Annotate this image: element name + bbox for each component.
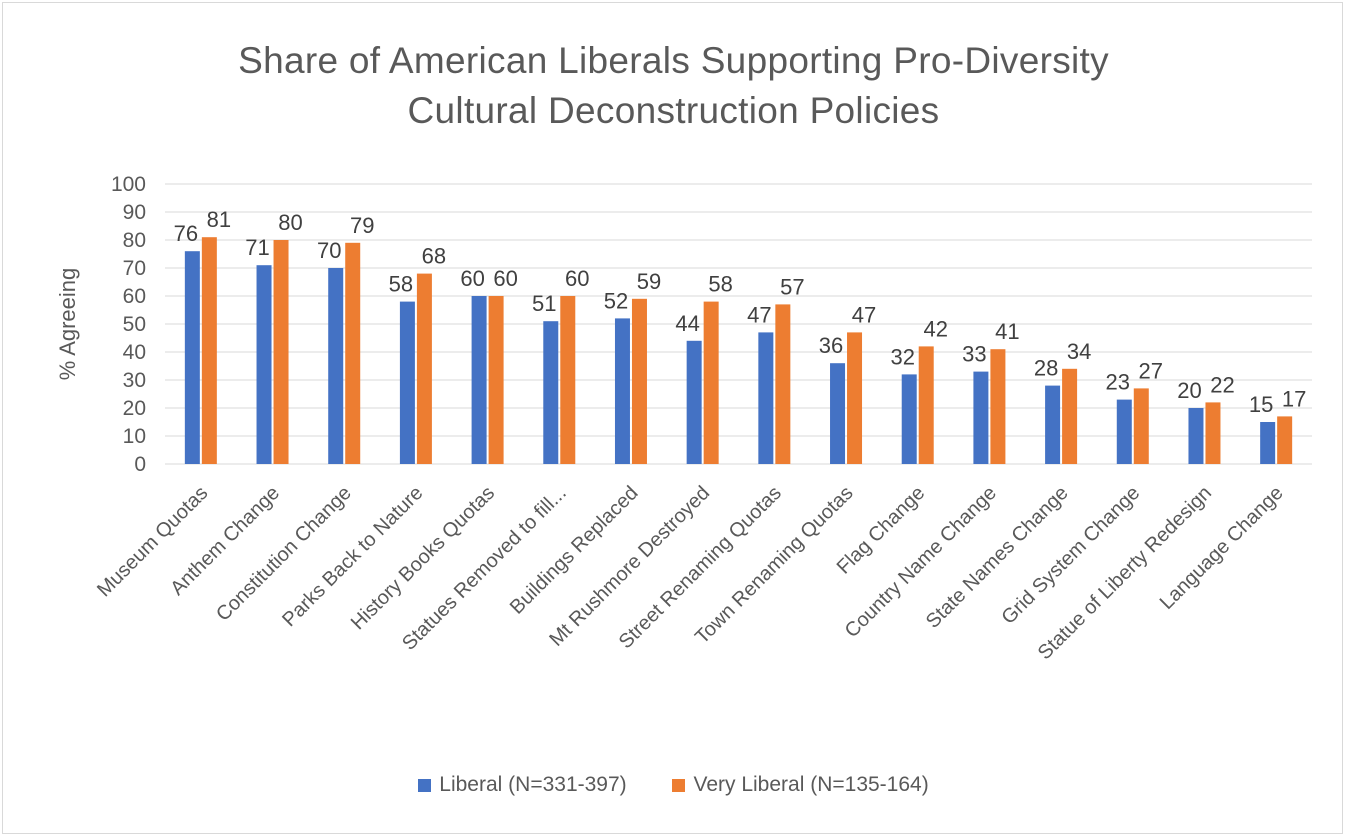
bar-liberal-13 <box>1116 399 1132 464</box>
data-label-very-liberal-4: 60 <box>493 266 517 291</box>
bar-very-liberal-1 <box>273 240 289 464</box>
y-tick-label: 0 <box>134 453 146 476</box>
bar-very-liberal-11 <box>990 349 1006 464</box>
data-label-liberal-6: 52 <box>604 288 628 313</box>
data-label-liberal-10: 32 <box>890 344 914 369</box>
bar-liberal-3 <box>399 301 415 464</box>
data-labels: 76 81 71 80 70 79 58 68 60 60 51 60 52 59 44 58 47 57 36 47… <box>174 207 1307 417</box>
chart-title-line-1: Share of American Liberals Supporting Pr… <box>238 40 1109 81</box>
y-tick-label: 90 <box>123 201 146 224</box>
category-label-3: Parks Back to Nature <box>278 482 427 631</box>
data-label-very-liberal-6: 59 <box>637 269 661 294</box>
y-axis-ticks: 0 10 20 30 40 50 60 70 80 90 100 <box>111 173 146 476</box>
data-label-very-liberal-12: 34 <box>1067 339 1091 364</box>
bar-liberal-2 <box>328 268 344 464</box>
y-tick-label: 30 <box>123 369 146 392</box>
data-label-very-liberal-7: 58 <box>708 272 732 297</box>
data-label-liberal-3: 58 <box>389 272 413 297</box>
data-label-liberal-15: 15 <box>1249 392 1273 417</box>
data-label-liberal-9: 36 <box>819 333 843 358</box>
bar-very-liberal-10 <box>918 346 934 464</box>
data-label-very-liberal-0: 81 <box>207 207 231 232</box>
y-tick-label: 60 <box>123 285 146 308</box>
data-label-very-liberal-3: 68 <box>422 244 446 269</box>
legend-swatch-liberal <box>418 778 432 792</box>
bar-liberal-9 <box>830 363 846 464</box>
data-label-liberal-1: 71 <box>245 235 269 260</box>
data-label-very-liberal-5: 60 <box>565 266 589 291</box>
legend-label-liberal: Liberal (N=331-397) <box>439 773 627 796</box>
y-tick-label: 50 <box>123 313 146 336</box>
bars <box>184 237 1293 464</box>
y-tick-label: 100 <box>111 173 146 196</box>
data-label-very-liberal-1: 80 <box>278 210 302 235</box>
bar-liberal-4 <box>471 296 487 464</box>
data-label-liberal-8: 47 <box>747 302 771 327</box>
bar-very-liberal-14 <box>1205 402 1221 464</box>
bar-liberal-5 <box>543 321 559 464</box>
bar-very-liberal-3 <box>416 273 432 464</box>
y-tick-label: 80 <box>123 229 146 252</box>
bar-very-liberal-15 <box>1277 416 1293 464</box>
bar-liberal-14 <box>1188 408 1204 464</box>
bar-very-liberal-4 <box>488 296 504 464</box>
category-label-2: Constitution Change <box>212 482 356 626</box>
category-label-4: History Books Quotas <box>347 482 499 634</box>
y-tick-label: 20 <box>123 397 146 420</box>
category-label-6: Buildings Replaced <box>506 482 643 619</box>
data-label-very-liberal-11: 41 <box>995 319 1019 344</box>
category-label-12: State Names Change <box>922 482 1073 633</box>
bar-very-liberal-0 <box>201 237 217 464</box>
y-tick-label: 10 <box>123 425 146 448</box>
data-label-liberal-5: 51 <box>532 291 556 316</box>
y-axis-label: % Agreeing <box>55 268 80 381</box>
data-label-liberal-7: 44 <box>675 311 699 336</box>
bar-liberal-11 <box>973 371 989 464</box>
bar-very-liberal-2 <box>345 242 361 464</box>
data-label-liberal-14: 20 <box>1177 378 1201 403</box>
bar-very-liberal-12 <box>1062 368 1078 464</box>
data-label-very-liberal-2: 79 <box>350 213 374 238</box>
data-label-very-liberal-15: 17 <box>1282 386 1306 411</box>
data-label-very-liberal-9: 47 <box>852 302 876 327</box>
legend-item-very-liberal: Very Liberal (N=135-164) <box>672 773 929 797</box>
y-tick-label: 40 <box>123 341 146 364</box>
bar-very-liberal-6 <box>631 298 647 464</box>
chart-title-line-2: Cultural Deconstruction Policies <box>407 90 940 131</box>
data-label-very-liberal-13: 27 <box>1139 358 1163 383</box>
data-label-liberal-13: 23 <box>1106 370 1130 395</box>
bar-very-liberal-13 <box>1133 388 1149 464</box>
legend-label-very-liberal: Very Liberal (N=135-164) <box>693 773 929 796</box>
bar-liberal-10 <box>901 374 917 464</box>
data-label-very-liberal-14: 22 <box>1210 372 1234 397</box>
data-label-liberal-4: 60 <box>460 266 484 291</box>
bar-liberal-7 <box>686 340 702 464</box>
data-label-liberal-0: 76 <box>174 221 198 246</box>
data-label-liberal-2: 70 <box>317 238 341 263</box>
bar-liberal-15 <box>1260 422 1276 464</box>
y-tick-label: 70 <box>123 257 146 280</box>
bar-very-liberal-5 <box>560 296 576 464</box>
data-label-very-liberal-10: 42 <box>923 316 947 341</box>
legend-swatch-very-liberal <box>672 778 686 792</box>
bar-very-liberal-9 <box>847 332 863 464</box>
bar-liberal-6 <box>614 318 630 464</box>
legend: Liberal (N=331-397) Very Liberal (N=135-… <box>0 773 1347 798</box>
data-label-liberal-11: 33 <box>962 342 986 367</box>
chart-title: Share of American Liberals Supporting Pr… <box>0 36 1347 136</box>
legend-item-liberal: Liberal (N=331-397) <box>418 773 627 797</box>
category-label-15: Language Change <box>1156 482 1288 614</box>
bar-very-liberal-7 <box>703 301 719 464</box>
bar-chart: 0 10 20 30 40 50 60 70 80 90 100 76 81 71 80 70 79 58 68 6… <box>55 173 1312 664</box>
bar-liberal-12 <box>1045 385 1061 464</box>
bar-very-liberal-8 <box>775 304 791 464</box>
bar-liberal-0 <box>184 251 200 464</box>
category-label-13: Grid System Change <box>997 482 1144 629</box>
data-label-liberal-12: 28 <box>1034 356 1058 381</box>
bar-liberal-8 <box>758 332 774 464</box>
bar-liberal-1 <box>256 265 272 464</box>
data-label-very-liberal-8: 57 <box>780 274 804 299</box>
